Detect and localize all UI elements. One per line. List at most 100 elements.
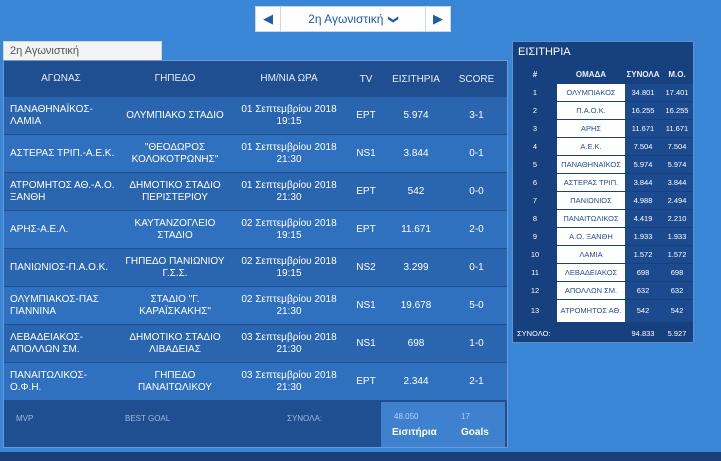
ticket-team: Α.Ο. ΞΑΝΘΗ bbox=[557, 228, 625, 245]
ticket-total: 1.933 bbox=[625, 228, 661, 245]
match-date: 01 Σεπτεμβρίου 2018 19:15 bbox=[241, 103, 337, 127]
ticket-row: 4 Α.Ε.Κ. 7.504 7.504 bbox=[513, 138, 693, 155]
tab-round-label: 2η Αγωνιστική bbox=[10, 45, 80, 57]
tab-round[interactable]: 2η Αγωνιστική bbox=[3, 41, 162, 60]
match-venue: ΓΗΠΕΔΟ ΠΑΝΑΙΤΩΛΙΚΟΥ bbox=[138, 369, 212, 393]
ticket-rank: 10 bbox=[530, 249, 540, 259]
ticket-average: 1.572 bbox=[661, 246, 693, 263]
match-attendance: 542 bbox=[407, 186, 425, 197]
ticket-rank: 13 bbox=[530, 306, 540, 315]
match-date: 02 Σεπτεμβρίου 2018 19:15 bbox=[241, 255, 337, 279]
match-date: 03 Σεπτεμβρίου 2018 21:30 bbox=[241, 369, 337, 393]
ticket-average: 16.255 bbox=[661, 102, 693, 119]
ticket-average: 698 bbox=[661, 264, 693, 281]
chevron-down-icon: ❯ bbox=[388, 14, 400, 24]
match-date: 02 Σεπτεμβρίου 2018 21:30 bbox=[241, 293, 337, 317]
match-row: ΑΤΡΟΜΗΤΟΣ ΑΘ.-Α.Ο. ΞΑΝΘΗ ΔΗΜΟΤΙΚΟ ΣΤΑΔΙΟ… bbox=[4, 173, 507, 210]
header-total: ΣΥΝΟΛΑ bbox=[626, 69, 660, 79]
ticket-total: 34.801 bbox=[625, 84, 661, 101]
match-score: 1-0 bbox=[469, 338, 484, 349]
ticket-rank: 9 bbox=[532, 231, 538, 241]
round-select-dropdown[interactable]: 2η Αγωνιστική ❯ bbox=[281, 6, 425, 32]
match-row: ΑΣΤΕΡΑΣ ΤΡΙΠ.-Α.Ε.Κ. "ΘΕΟΔΩΡΟΣ ΚΟΛΟΚΟΤΡΩ… bbox=[4, 135, 507, 172]
match-attendance: 3.844 bbox=[403, 148, 429, 159]
ticket-row: 11 ΛΕΒΑΔΕΙΑΚΟΣ 698 698 bbox=[513, 264, 693, 281]
tickets-title: ΕΙΣΙΤΗΡΙΑ bbox=[518, 46, 571, 58]
ticket-rank: 1 bbox=[532, 87, 538, 97]
match-attendance: 11.671 bbox=[401, 224, 431, 235]
match-tv: ΕΡΤ bbox=[356, 186, 376, 197]
match-tv: ΕΡΤ bbox=[356, 224, 376, 235]
ticket-row: 3 ΑΡΗΣ 11.671 11.671 bbox=[513, 120, 693, 137]
best-goal-label: BEST GOAL bbox=[125, 414, 171, 423]
arrow-right-icon: ▶ bbox=[433, 11, 443, 26]
match-venue: ΚΑΥΤΑΝΖΟΓΛΕΙΟ ΣΤΑΔΙΟ bbox=[134, 217, 216, 241]
match-tv: NS1 bbox=[356, 148, 376, 159]
match-tv: NS1 bbox=[356, 338, 376, 349]
totals-label: ΣΥΝΟΛΑ: bbox=[287, 414, 323, 423]
match-attendance: 3.299 bbox=[403, 262, 429, 273]
ticket-team: ΠΑΝΑΙΤΩΛΙΚΟΣ bbox=[557, 210, 625, 227]
header-match: ΑΓΩΝΑΣ bbox=[41, 73, 81, 84]
goals-total: 17 bbox=[461, 412, 470, 421]
bottom-band bbox=[0, 452, 721, 461]
match-name: ΑΤΡΟΜΗΤΟΣ ΑΘ.-Α.Ο. ΞΑΝΘΗ bbox=[10, 179, 115, 203]
ticket-average: 2.494 bbox=[661, 192, 693, 209]
ticket-team: ΑΤΡΟΜΗΤΟΣ ΑΘ. bbox=[557, 300, 625, 322]
ticket-rank: 3 bbox=[532, 123, 538, 133]
ticket-row: 5 ΠΑΝΑΘΗΝΑΪΚΟΣ 5.974 5.974 bbox=[513, 156, 693, 173]
ticket-average: 5.974 bbox=[661, 156, 693, 173]
match-venue: ΟΛΥΜΠΙΑΚΟ ΣΤΑΔΙΟ bbox=[126, 109, 224, 121]
ticket-team: ΟΛΥΜΠΙΑΚΟΣ bbox=[557, 84, 625, 101]
ticket-rank: 6 bbox=[532, 177, 538, 187]
ticket-total: 542 bbox=[625, 300, 661, 322]
ticket-average: 7.504 bbox=[661, 138, 693, 155]
tickets-footer-label: ΣΥΝΟΛΟ: bbox=[517, 328, 551, 338]
ticket-row: 8 ΠΑΝΑΙΤΩΛΙΚΟΣ 4.419 2.210 bbox=[513, 210, 693, 227]
mvp-label: MVP bbox=[16, 414, 34, 423]
tickets-footer-average: 5.927 bbox=[667, 328, 687, 338]
match-name: ΑΣΤΕΡΑΣ ΤΡΙΠ.-Α.Ε.Κ. bbox=[10, 147, 115, 159]
ticket-total: 632 bbox=[625, 282, 661, 299]
prev-round-button[interactable]: ◀ bbox=[255, 6, 281, 32]
ticket-rank: 5 bbox=[532, 159, 538, 169]
match-date: 01 Σεπτεμβρίου 2018 21:30 bbox=[241, 141, 337, 165]
header-tv: TV bbox=[359, 73, 373, 85]
ticket-team: Α.Ε.Κ. bbox=[557, 138, 625, 155]
ticket-row: 10 ΛΑΜΙΑ 1.572 1.572 bbox=[513, 246, 693, 263]
match-tv: NS1 bbox=[356, 300, 376, 311]
tickets-total-label: Εισιτήρια bbox=[392, 427, 437, 438]
header-score: SCORE bbox=[458, 73, 495, 85]
next-round-button[interactable]: ▶ bbox=[425, 6, 451, 32]
ticket-team: ΛΑΜΙΑ bbox=[557, 246, 625, 263]
ticket-row: 9 Α.Ο. ΞΑΝΘΗ 1.933 1.933 bbox=[513, 228, 693, 245]
matches-panel: ΑΓΩΝΑΣ ΓΗΠΕΔΟ ΗΜ/ΝΙΑ ΩΡΑ TV ΕΙΣΙΤΗΡΙΑ SC… bbox=[3, 60, 508, 448]
matches-header-row: ΑΓΩΝΑΣ ΓΗΠΕΔΟ ΗΜ/ΝΙΑ ΩΡΑ TV ΕΙΣΙΤΗΡΙΑ SC… bbox=[4, 61, 507, 97]
match-score: 3-1 bbox=[469, 110, 484, 121]
ticket-row: 12 ΑΠΟΛΛΩΝ ΣΜ. 632 632 bbox=[513, 282, 693, 299]
match-score: 5-0 bbox=[469, 300, 484, 311]
match-date: 02 Σεπτεμβρίου 2018 19:15 bbox=[241, 217, 337, 241]
match-score: 0-1 bbox=[469, 262, 484, 273]
tickets-panel: ΕΙΣΙΤΗΡΙΑ # ΟΜΑΔΑ ΣΥΝΟΛΑ Μ.Ο. 1 ΟΛΥΜΠΙΑΚ… bbox=[512, 41, 694, 343]
ticket-average: 11.671 bbox=[661, 120, 693, 137]
ticket-team: ΑΡΗΣ bbox=[557, 120, 625, 137]
header-venue: ΓΗΠΕΔΟ bbox=[154, 73, 196, 84]
match-row: ΠΑΝΙΩΝΙΟΣ-Π.Α.Ο.Κ. ΓΗΠΕΔΟ ΠΑΝΙΩΝΙΟΥ Γ.Σ.… bbox=[4, 249, 507, 286]
arrow-left-icon: ◀ bbox=[263, 11, 273, 26]
header-rank: # bbox=[532, 69, 538, 79]
header-attendance: ΕΙΣΙΤΗΡΙΑ bbox=[392, 73, 440, 85]
ticket-team: ΛΕΒΑΔΕΙΑΚΟΣ bbox=[557, 264, 625, 281]
ticket-row: 1 ΟΛΥΜΠΙΑΚΟΣ 34.801 17.401 bbox=[513, 84, 693, 101]
ticket-rank: 7 bbox=[532, 195, 538, 205]
tickets-header-row: # ΟΜΑΔΑ ΣΥΝΟΛΑ Μ.Ο. bbox=[513, 66, 693, 82]
ticket-total: 4.419 bbox=[625, 210, 661, 227]
ticket-total: 3.844 bbox=[625, 174, 661, 191]
tickets-total: 48.050 bbox=[394, 412, 419, 421]
match-name: ΠΑΝΙΩΝΙΟΣ-Π.Α.Ο.Κ. bbox=[10, 261, 109, 273]
ticket-rank: 8 bbox=[532, 213, 538, 223]
ticket-average: 3.844 bbox=[661, 174, 693, 191]
match-tv: ΕΡΤ bbox=[356, 110, 376, 121]
ticket-total: 5.974 bbox=[625, 156, 661, 173]
goals-total-label: Goals bbox=[461, 427, 489, 438]
